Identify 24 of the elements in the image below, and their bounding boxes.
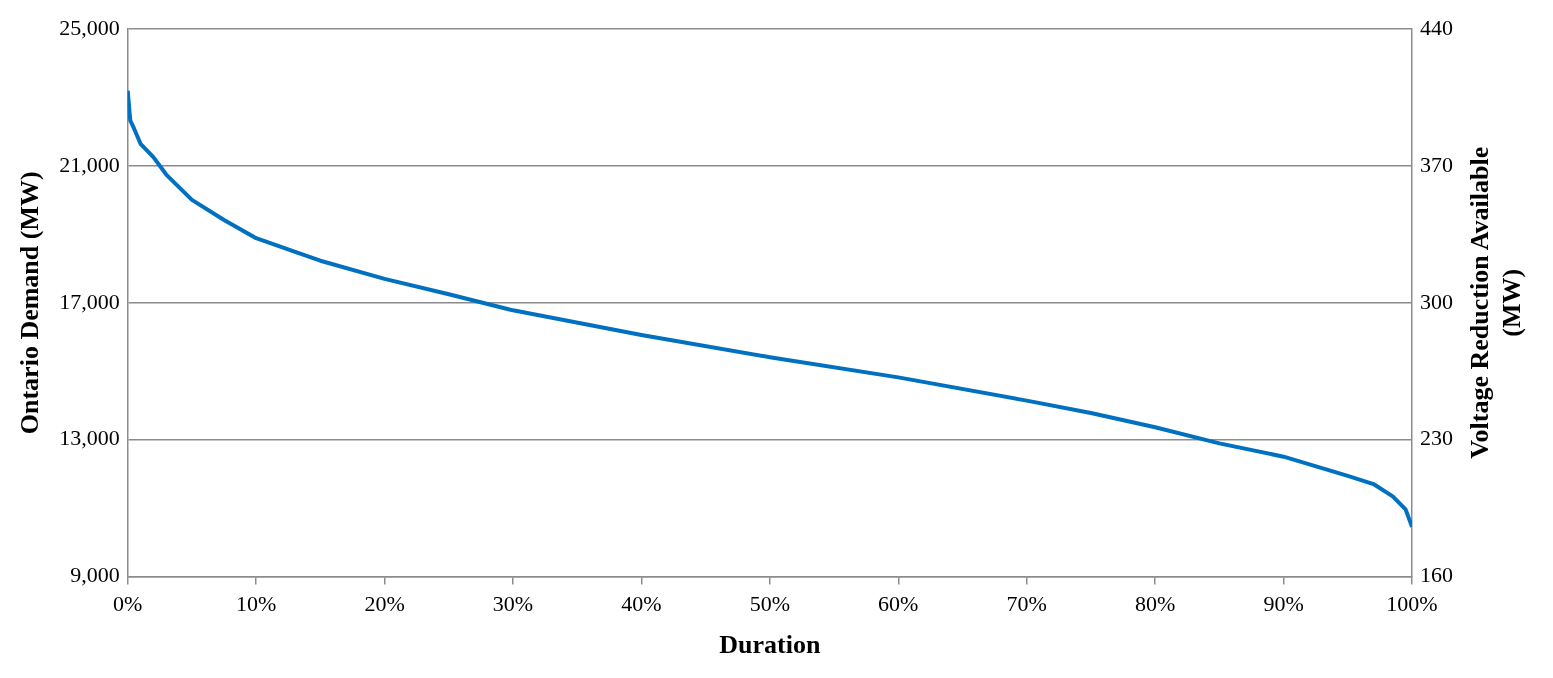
- y-tick-label: 17,000: [59, 288, 120, 314]
- x-tick-label: 50%: [749, 591, 791, 617]
- y-tick-label: 21,000: [59, 151, 120, 177]
- y2-tick-label: 300: [1420, 288, 1453, 314]
- x-axis-title: Duration: [719, 630, 821, 660]
- x-tick-label: 30%: [492, 591, 534, 617]
- y2-tick-label: 440: [1420, 14, 1453, 40]
- x-tick-label: 20%: [364, 591, 405, 617]
- x-tick-label: 0%: [113, 591, 143, 617]
- y-axis-title: Ontario Demand (MW): [15, 171, 45, 435]
- y-tick-label: 9,000: [70, 562, 120, 588]
- y2-axis-title: Voltage Reduction Available (MW): [1464, 146, 1526, 459]
- x-tick-label: 60%: [878, 591, 919, 617]
- x-tick-label: 40%: [621, 591, 662, 617]
- x-tick-label: 80%: [1134, 591, 1176, 617]
- x-tick-label: 10%: [235, 591, 277, 617]
- x-tick-label: 100%: [1386, 591, 1438, 617]
- y-tick-label: 25,000: [59, 14, 120, 40]
- x-tick-label: 90%: [1263, 591, 1304, 617]
- x-tick-label: 70%: [1006, 591, 1047, 617]
- y2-tick-label: 230: [1420, 425, 1453, 451]
- y2-tick-label: 370: [1420, 151, 1453, 177]
- y-tick-label: 13,000: [59, 425, 120, 451]
- y2-tick-label: 160: [1420, 562, 1453, 588]
